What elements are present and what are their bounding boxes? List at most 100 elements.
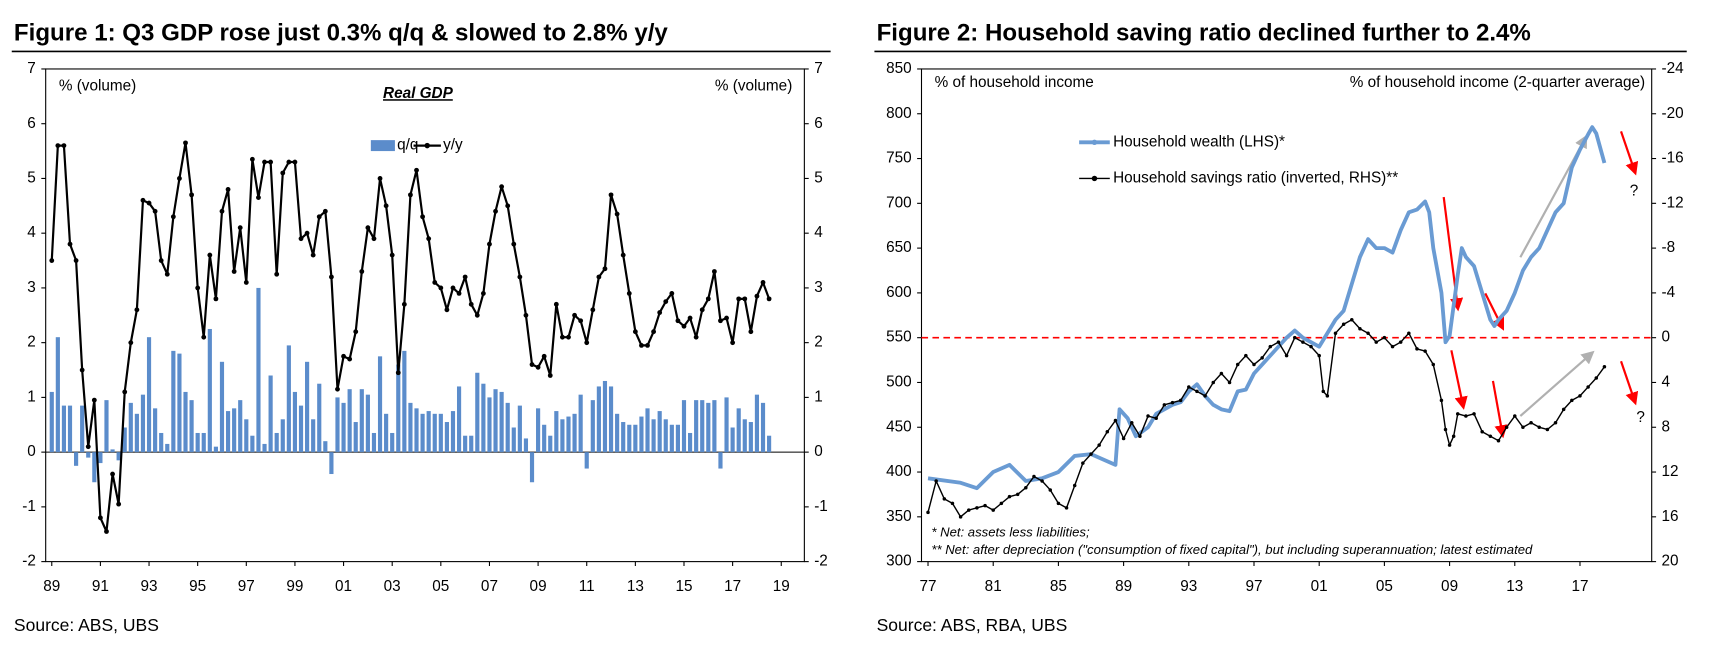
bar <box>347 389 352 453</box>
bar <box>615 413 620 453</box>
point <box>535 364 541 370</box>
bar <box>463 435 468 453</box>
point <box>730 340 736 346</box>
point <box>566 334 571 340</box>
point <box>1040 479 1044 483</box>
point <box>304 230 310 236</box>
y2-tick-label: 0 <box>814 443 823 460</box>
point <box>1451 434 1456 438</box>
point <box>1333 331 1338 335</box>
annotation: ? <box>1636 409 1645 426</box>
bar <box>384 413 389 453</box>
series-line <box>927 319 1606 518</box>
bar <box>517 405 522 453</box>
y2-tick-label: 8 <box>1662 418 1671 435</box>
point <box>1284 353 1289 358</box>
point <box>1032 474 1036 479</box>
y2-tick-label: 20 <box>1662 553 1679 570</box>
point <box>572 312 577 318</box>
point <box>493 208 498 214</box>
bar <box>201 432 206 453</box>
y-tick-label: 800 <box>886 105 912 122</box>
point <box>1170 400 1175 405</box>
point <box>614 211 620 217</box>
point <box>505 203 511 209</box>
bar <box>469 435 474 453</box>
point <box>414 167 419 173</box>
bar <box>560 419 565 453</box>
y-tick-label: 750 <box>886 150 912 167</box>
x-tick-label: 11 <box>579 578 595 595</box>
point <box>1195 389 1199 394</box>
bar <box>250 435 255 453</box>
point <box>926 510 930 515</box>
point <box>1521 425 1525 430</box>
bar <box>511 427 516 453</box>
bar <box>280 419 285 453</box>
series-line <box>50 141 771 533</box>
bar <box>104 400 109 453</box>
point <box>1178 398 1183 403</box>
point <box>1268 344 1273 349</box>
bar <box>760 402 766 453</box>
y-tick-label: 300 <box>886 553 912 570</box>
x-tick-label: 97 <box>238 578 255 595</box>
point <box>748 329 754 335</box>
x-tick-label: 03 <box>384 578 401 595</box>
y-tick-label: 4 <box>27 224 36 241</box>
point <box>1447 443 1452 447</box>
point <box>195 285 201 291</box>
point <box>1443 427 1448 432</box>
point <box>657 310 663 315</box>
y-tick-label: 400 <box>886 463 912 480</box>
bar <box>67 405 73 453</box>
x-tick-label: 77 <box>919 578 936 595</box>
bar <box>742 419 747 453</box>
point <box>942 497 947 501</box>
point <box>480 290 486 296</box>
point <box>237 225 243 231</box>
point <box>1496 438 1501 443</box>
point <box>55 143 61 149</box>
point <box>693 334 699 340</box>
point <box>432 280 438 285</box>
bar <box>49 391 54 453</box>
y-tick-label: 3 <box>27 279 36 296</box>
y2-tick-label: 0 <box>1662 329 1671 346</box>
y2-tick-label: 3 <box>814 279 823 296</box>
point <box>408 192 413 198</box>
bar <box>274 432 279 453</box>
point <box>632 329 638 335</box>
point <box>934 479 938 483</box>
y-tick-label: 450 <box>886 418 912 435</box>
bar <box>602 380 608 453</box>
point <box>1162 403 1167 407</box>
x-tick-label: 01 <box>335 578 352 595</box>
point <box>474 312 480 318</box>
point <box>359 269 365 274</box>
bar <box>177 353 182 453</box>
legend-label: q/q <box>397 137 418 154</box>
bar <box>341 402 346 453</box>
point <box>1366 331 1370 335</box>
bar <box>171 350 176 453</box>
bar <box>365 394 370 453</box>
bar <box>730 427 735 453</box>
bar <box>55 337 60 453</box>
point <box>1374 340 1378 344</box>
bar <box>608 386 614 453</box>
point <box>389 252 395 258</box>
bar <box>499 391 504 453</box>
point <box>584 340 590 346</box>
bar <box>122 427 127 453</box>
point <box>950 501 955 506</box>
point <box>243 280 249 285</box>
y-tick-label: 1 <box>27 388 36 405</box>
point <box>1407 331 1411 335</box>
bar <box>669 424 674 453</box>
y2-tick-label: 6 <box>814 115 823 132</box>
bar <box>390 432 395 453</box>
x-tick-label: 19 <box>773 578 790 595</box>
bar <box>536 408 541 453</box>
subtitle: Real GDP <box>383 85 454 102</box>
